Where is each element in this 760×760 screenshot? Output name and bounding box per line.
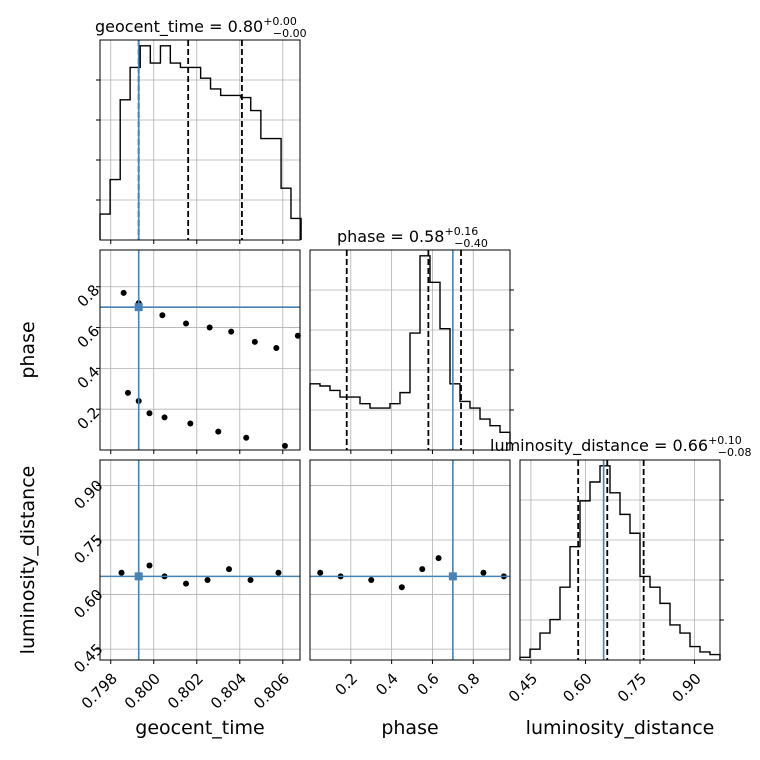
y-axis-label-phase: phase: [17, 321, 39, 378]
histogram-geocent-time: [99, 45, 302, 240]
y-tick-label: 0.90: [70, 476, 106, 512]
histogram-phase: [309, 255, 511, 450]
density-peak: [118, 569, 125, 576]
density-peak: [247, 577, 254, 583]
y-tick-label: 0.8: [74, 281, 104, 311]
grid-0-0: [100, 40, 300, 240]
panel-frame-2-0: [99, 459, 301, 661]
density-peak: [187, 420, 194, 427]
density-peak: [215, 428, 222, 435]
x-tick-label: 0.60: [559, 670, 595, 706]
density-peak: [226, 566, 233, 573]
panel-frame-2-2: [519, 459, 721, 661]
density-peak: [275, 569, 282, 576]
density-peak: [419, 566, 426, 573]
density-peak: [281, 442, 288, 449]
density-peak: [228, 328, 235, 335]
density-peak: [398, 584, 405, 591]
density-peak: [273, 344, 280, 351]
x-tick-label: 0.8: [454, 670, 484, 700]
density-peak: [161, 414, 168, 421]
x-tick-label: 0.45: [505, 670, 541, 706]
density-peak: [368, 577, 375, 583]
density-peak: [294, 332, 301, 339]
panel-frame-1-0: [99, 249, 301, 451]
truth-marker: [134, 572, 143, 581]
density-peak: [317, 569, 324, 576]
panel-frame-2-1: [309, 459, 511, 661]
y-tick-label: 0.75: [70, 531, 106, 567]
x-tick-label: 0.75: [614, 670, 650, 706]
density-peak: [146, 410, 153, 417]
x-axis-label-geocent-time: geocent_time: [135, 717, 264, 739]
title-phase: phase = 0.58+0.16 −0.40: [337, 225, 488, 250]
histogram-luminosity-distance: [519, 465, 721, 660]
y-tick-label: 0.6: [74, 322, 104, 352]
y-tick-label: 0.45: [70, 640, 106, 676]
x-tick-label: 0.804: [207, 670, 250, 713]
panel-frame-0-0: [99, 39, 301, 241]
y-tick-label: 0.60: [70, 586, 106, 622]
truth-marker: [448, 572, 457, 581]
x-tick-label: 0.802: [164, 670, 207, 713]
density-peak: [124, 389, 131, 396]
density-peak: [120, 289, 127, 296]
y-tick-label: 0.2: [74, 404, 104, 434]
x-tick-label: 0.90: [668, 670, 704, 706]
density-peak: [159, 312, 166, 319]
density-peak: [480, 569, 487, 576]
x-tick-label: 0.2: [331, 670, 361, 700]
density-peak: [206, 324, 213, 331]
grid-1-1: [310, 250, 510, 450]
grid-2-1: [310, 460, 510, 660]
panel-frame-1-1: [309, 249, 511, 451]
y-axis-label-luminosity-distance: luminosity_distance: [17, 466, 39, 655]
grid-2-0: [100, 460, 300, 660]
title-luminosity-distance: luminosity_distance = 0.66+0.10 −0.08: [490, 434, 752, 459]
x-tick-label: 0.6: [413, 670, 443, 700]
density-peak: [251, 338, 258, 345]
density-peak: [146, 562, 153, 569]
x-tick-label: 0.4: [372, 670, 402, 700]
x-tick-label: 0.806: [250, 670, 293, 713]
density-peak: [243, 434, 250, 441]
x-axis-label-phase: phase: [381, 717, 438, 739]
density-peak: [204, 577, 211, 583]
x-axis-label-luminosity-distance: luminosity_distance: [526, 717, 715, 739]
x-tick-label: 0.800: [121, 670, 164, 713]
title-geocent-time: geocent_time = 0.80+0.00 −0.00: [95, 15, 307, 40]
truth-marker: [134, 303, 143, 312]
density-peak: [183, 320, 190, 327]
density-peak: [435, 555, 442, 562]
density-peak: [183, 580, 190, 587]
x-tick-label: 0.798: [78, 670, 121, 713]
grid-1-0: [100, 250, 300, 450]
y-tick-label: 0.4: [74, 363, 104, 393]
